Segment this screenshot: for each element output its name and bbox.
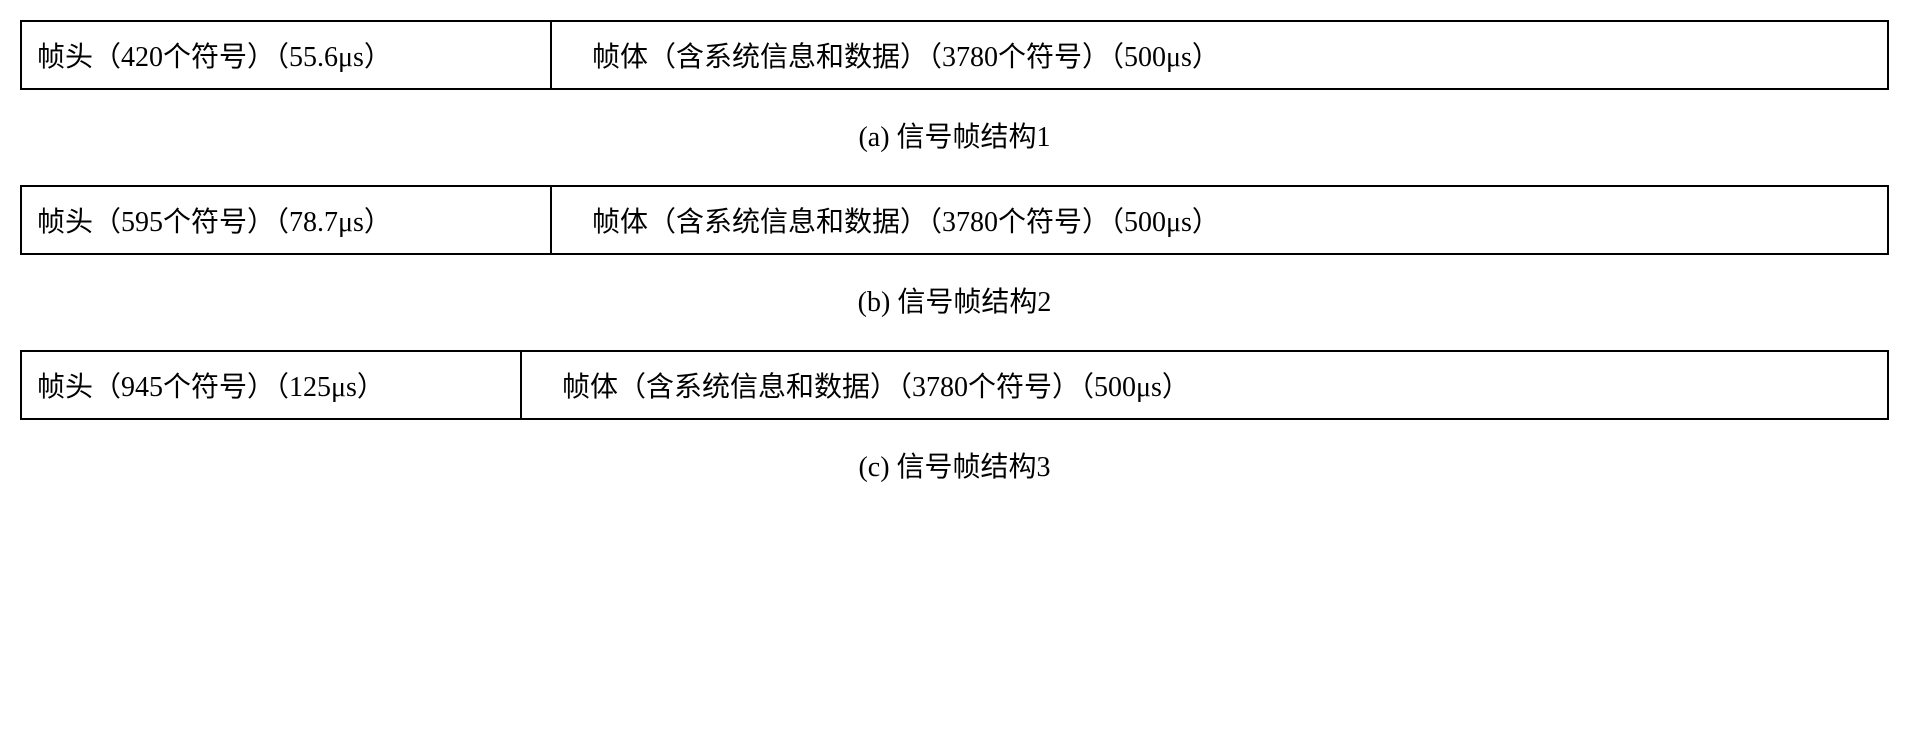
frame-header-text: 帧头（595个符号）（78.7μs） [37,200,392,240]
frame-structure-2: 帧头（595个符号）（78.7μs） 帧体（含系统信息和数据）（3780个符号）… [20,185,1889,320]
frame-caption: (b) 信号帧结构2 [20,280,1889,320]
frame-header-cell: 帧头（945个符号）（125μs） [22,352,522,418]
frame-structure-1: 帧头（420个符号）（55.6μs） 帧体（含系统信息和数据）（3780个符号）… [20,20,1889,155]
frame-body-cell: 帧体（含系统信息和数据）（3780个符号）（500μs） [552,22,1887,88]
frame-header-text: 帧头（945个符号）（125μs） [37,365,385,405]
frame-row: 帧头（945个符号）（125μs） 帧体（含系统信息和数据）（3780个符号）（… [20,350,1889,420]
frame-body-cell: 帧体（含系统信息和数据）（3780个符号）（500μs） [552,187,1887,253]
frame-caption: (a) 信号帧结构1 [20,115,1889,155]
frame-structure-3: 帧头（945个符号）（125μs） 帧体（含系统信息和数据）（3780个符号）（… [20,350,1889,485]
frame-header-cell: 帧头（595个符号）（78.7μs） [22,187,552,253]
frame-row: 帧头（420个符号）（55.6μs） 帧体（含系统信息和数据）（3780个符号）… [20,20,1889,90]
frame-header-cell: 帧头（420个符号）（55.6μs） [22,22,552,88]
frame-body-text: 帧体（含系统信息和数据）（3780个符号）（500μs） [592,35,1220,75]
frame-body-text: 帧体（含系统信息和数据）（3780个符号）（500μs） [592,200,1220,240]
frame-row: 帧头（595个符号）（78.7μs） 帧体（含系统信息和数据）（3780个符号）… [20,185,1889,255]
frame-body-text: 帧体（含系统信息和数据）（3780个符号）（500μs） [562,365,1190,405]
frame-header-text: 帧头（420个符号）（55.6μs） [37,35,392,75]
frame-caption: (c) 信号帧结构3 [20,445,1889,485]
frame-body-cell: 帧体（含系统信息和数据）（3780个符号）（500μs） [522,352,1887,418]
